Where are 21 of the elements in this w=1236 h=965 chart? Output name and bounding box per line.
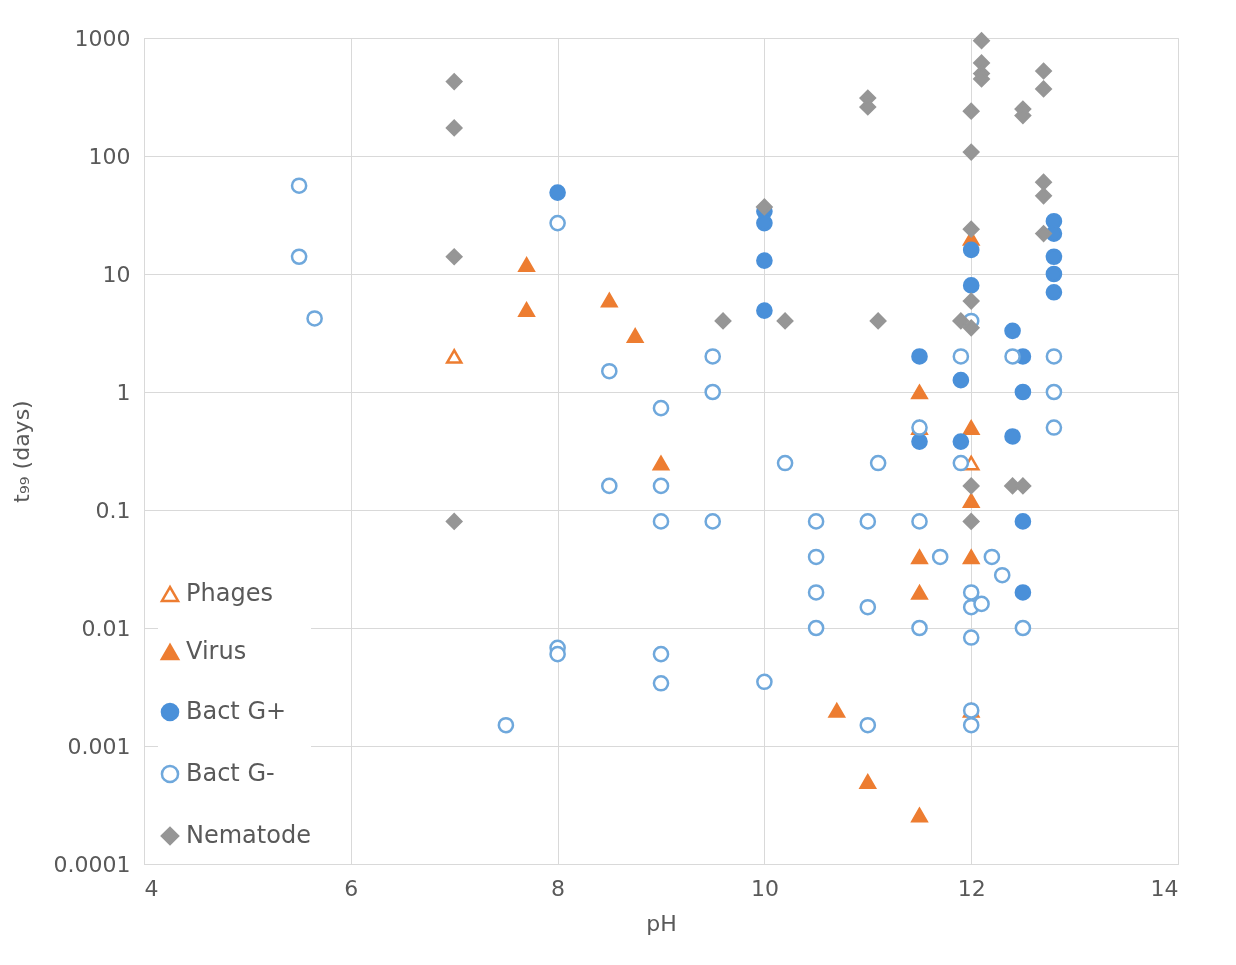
y-axis-title: t₉₉ (days): [8, 400, 34, 503]
y-tick-label: 10: [102, 261, 131, 287]
x-tick-label: 12: [957, 875, 986, 901]
legend-label: Virus: [186, 637, 247, 665]
x-tick-label: 14: [1150, 875, 1179, 901]
y-tick-label: 0.0001: [53, 851, 131, 877]
y-tick-label: 100: [88, 143, 131, 169]
x-tick-label: 10: [750, 875, 779, 901]
x-tick-label: 4: [144, 875, 159, 901]
y-tick-label: 1000: [74, 25, 131, 51]
legend-label: Nematode: [186, 821, 311, 849]
y-tick-label: 1: [116, 379, 131, 405]
legend-label: Bact G+: [186, 697, 287, 725]
y-tick-label: 0.1: [95, 497, 131, 523]
legend-label: Bact G-: [186, 759, 275, 787]
y-tick-label: 0.01: [81, 615, 131, 641]
x-tick-label: 8: [551, 875, 566, 901]
x-axis-title: pH: [646, 910, 677, 936]
legend-label: Phages: [186, 579, 273, 607]
y-tick-label: 0.001: [67, 733, 131, 759]
x-tick-label: 6: [344, 875, 359, 901]
